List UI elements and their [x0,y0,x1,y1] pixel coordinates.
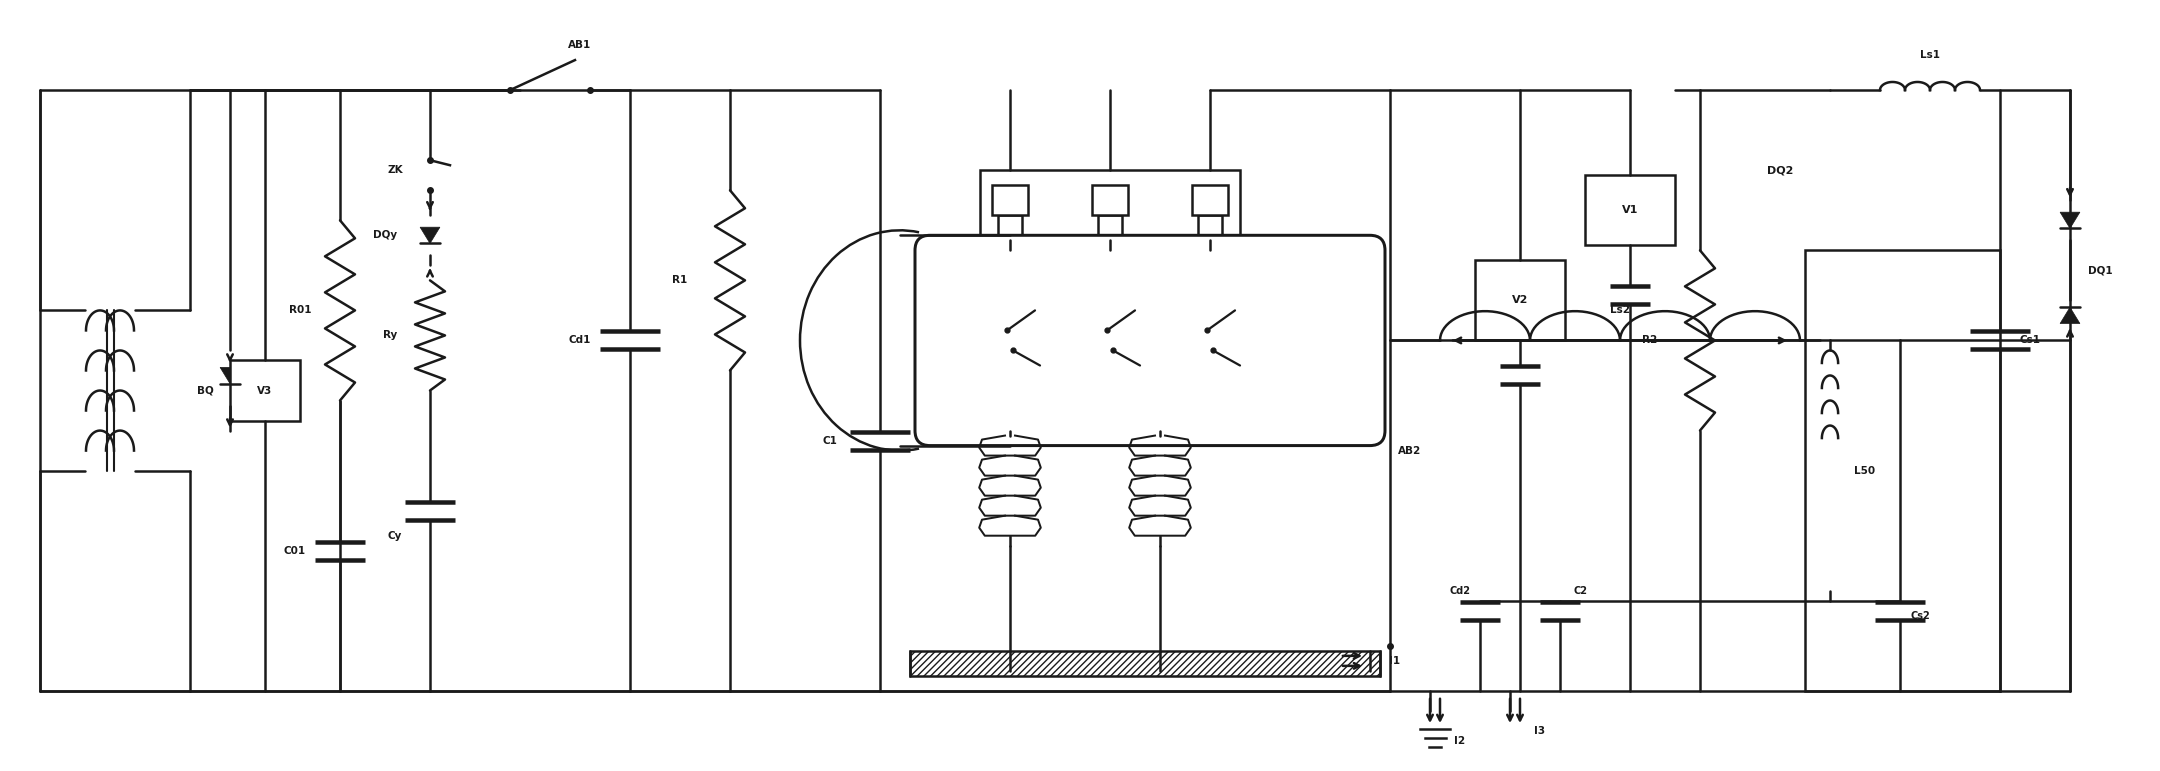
Text: Cs1: Cs1 [2020,335,2041,345]
Bar [1199,215,1223,241]
Text: AB2: AB2 [1398,446,1421,456]
Text: V2: V2 [1512,295,1527,305]
Text: DQ2: DQ2 [1767,165,1793,175]
Text: V1: V1 [1622,205,1637,215]
Bar [1806,251,2000,691]
Bar [998,215,1022,241]
Polygon shape [419,227,441,244]
Text: R01: R01 [289,305,311,315]
Text: C2: C2 [1572,586,1588,596]
Bar [1475,261,1566,341]
Polygon shape [2061,308,2080,324]
Text: V3: V3 [257,386,272,396]
Text: ZK: ZK [387,165,402,175]
Text: C1: C1 [823,436,838,446]
Text: I1: I1 [1389,656,1400,666]
FancyBboxPatch shape [916,235,1385,446]
Text: R1: R1 [672,275,687,285]
Text: Ry: Ry [382,331,397,341]
Text: Ls2: Ls2 [1609,305,1631,315]
Text: DQ1: DQ1 [2089,265,2112,275]
Polygon shape [2061,212,2080,228]
Bar [1192,185,1229,215]
Bar [1093,185,1128,215]
Bar [981,170,1240,241]
Text: I3: I3 [1534,726,1547,736]
Bar [909,651,1380,676]
Polygon shape [220,367,240,384]
Text: Ls1: Ls1 [1920,50,1940,60]
Text: Cs2: Cs2 [1909,611,1929,621]
Text: Cy: Cy [389,530,402,540]
Text: AB1: AB1 [568,40,592,50]
Text: DQy: DQy [374,231,397,241]
Text: R2: R2 [1642,335,1657,345]
Text: Cd1: Cd1 [568,335,592,345]
Bar [991,185,1028,215]
Text: I2: I2 [1454,736,1467,746]
Text: C01: C01 [283,546,307,556]
Text: BQ: BQ [197,386,214,396]
Text: Cd2: Cd2 [1449,586,1471,596]
Text: L50: L50 [1855,466,1875,476]
Bar [1097,215,1121,241]
Bar [229,361,300,420]
Bar [1585,175,1674,245]
